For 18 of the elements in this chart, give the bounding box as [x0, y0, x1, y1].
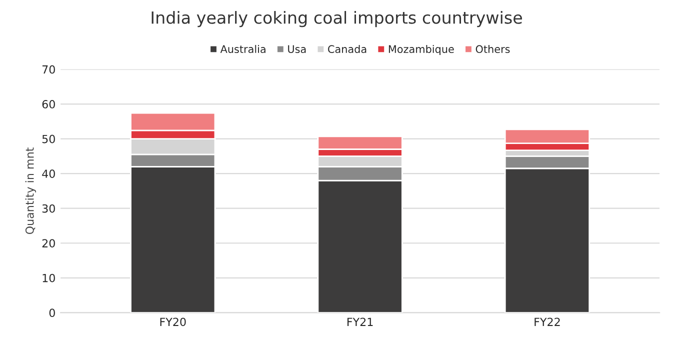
- legend-label: Mozambique: [388, 44, 454, 56]
- legend-label: Australia: [220, 44, 266, 54]
- x-tick-label: FY20: [160, 318, 186, 326]
- legend-label: Others: [476, 44, 510, 54]
- y-tick-label: 0: [49, 308, 55, 318]
- y-tick-label: 40: [42, 170, 55, 178]
- y-tick-label: 70: [42, 65, 55, 74]
- legend-label: Canada: [328, 44, 366, 54]
- y-tick-label: 20: [42, 239, 55, 248]
- x-tick-label: FY21: [347, 318, 373, 326]
- legend-label: Usa: [288, 45, 306, 54]
- y-tick-label: 10: [42, 274, 55, 282]
- y-axis-title: Quantity in mnt: [25, 148, 36, 234]
- y-tick-label: 60: [42, 100, 55, 108]
- chart-title: India yearly coking coal imports countrywise: [152, 10, 522, 28]
- y-tick-label: 50: [42, 134, 55, 144]
- x-tick-label: FY22: [534, 318, 560, 326]
- y-tick-label: 30: [42, 204, 55, 213]
